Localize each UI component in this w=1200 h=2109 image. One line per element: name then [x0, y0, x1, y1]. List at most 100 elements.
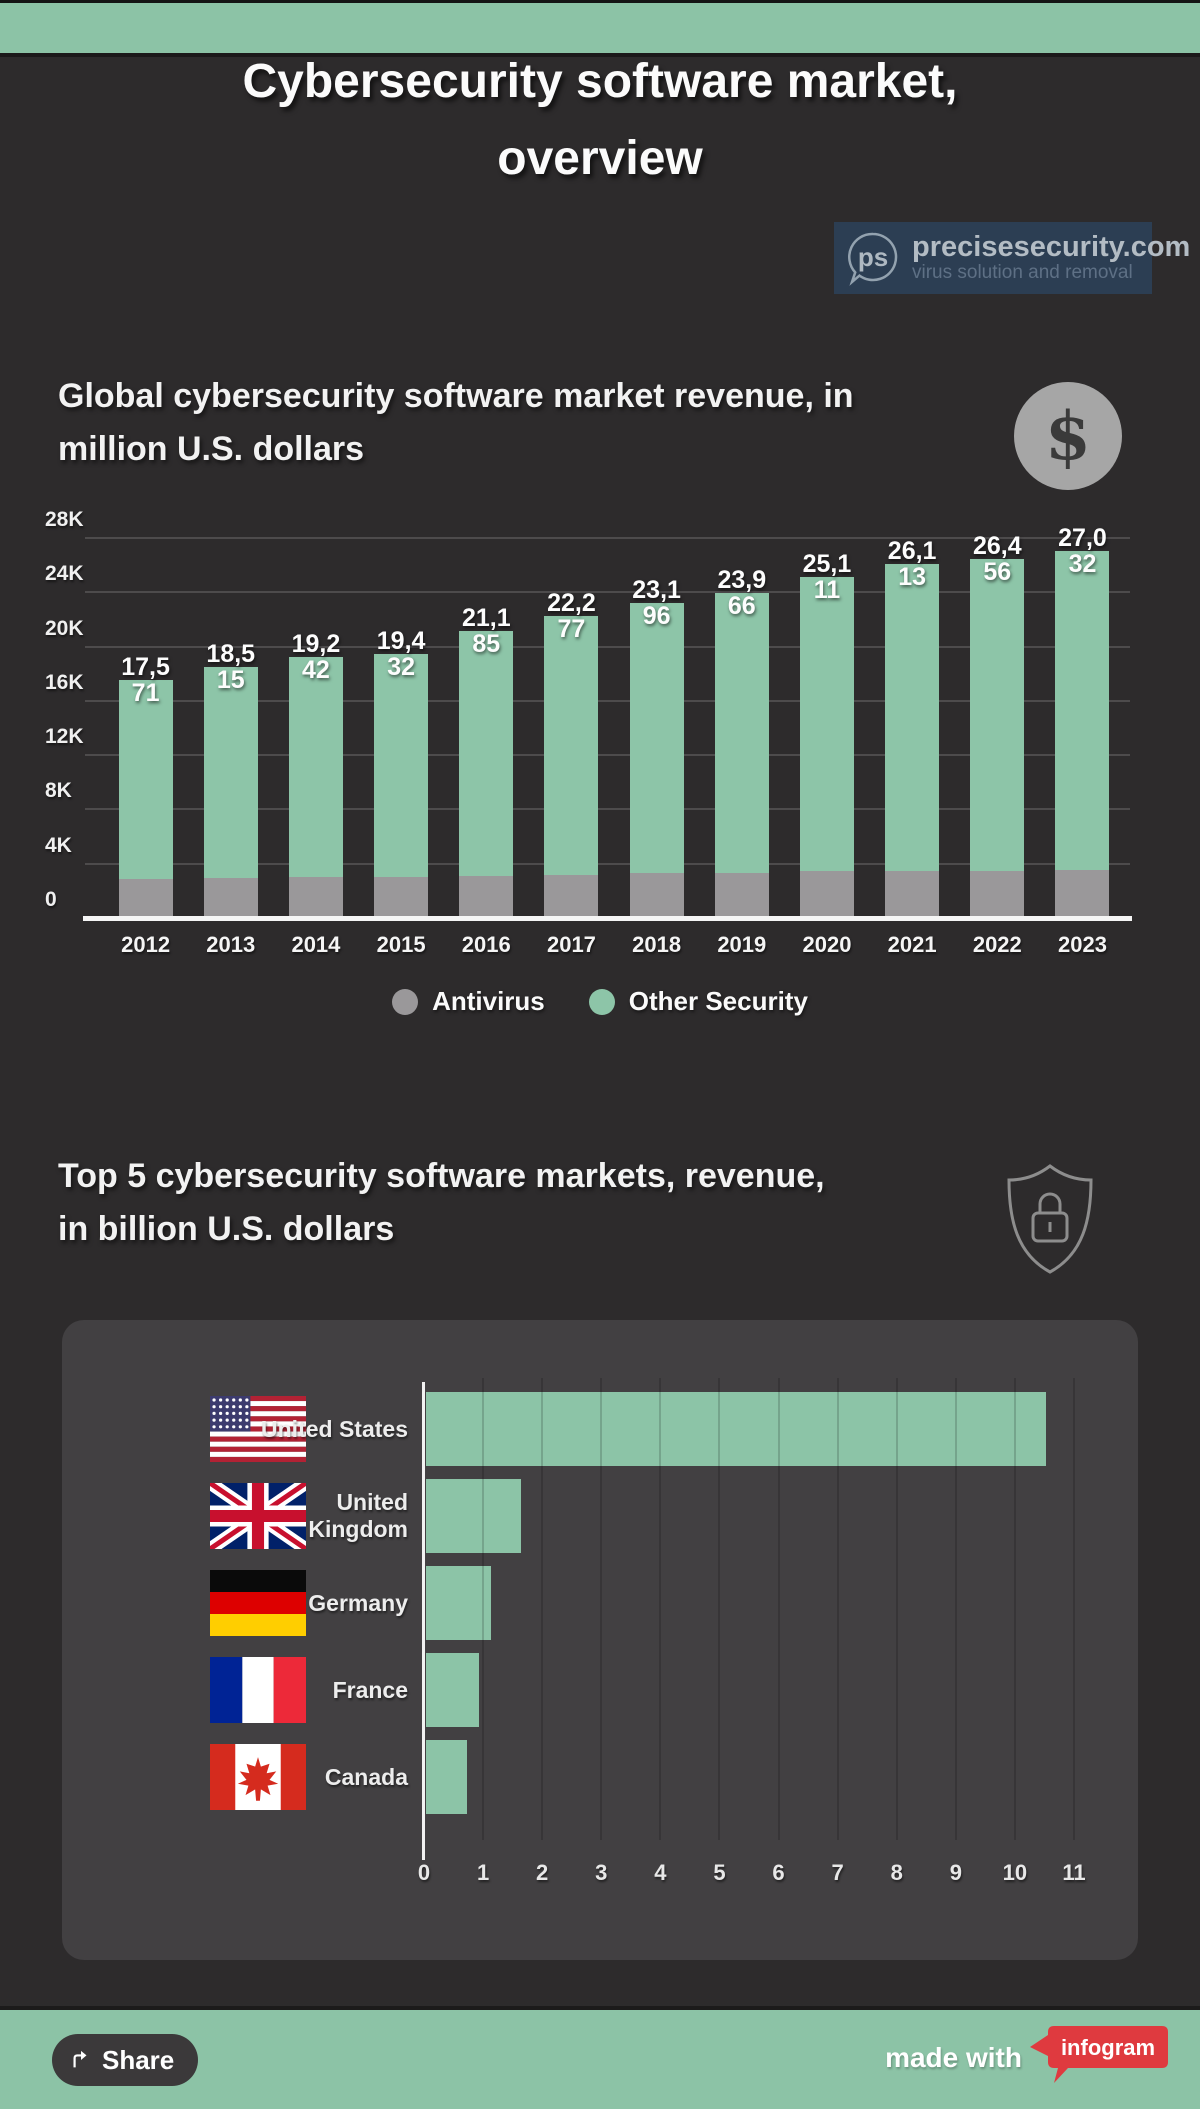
x-tick-label-7: 7: [831, 1860, 844, 1885]
stacked-bar-2016: [459, 630, 514, 918]
logo-tagline: virus solution and removal: [912, 262, 1133, 283]
x-tick-label-2023: 2023: [1058, 932, 1107, 957]
stacked-bar-2015: [374, 654, 429, 918]
de-flag-icon: [136, 1570, 306, 1636]
antivirus-segment: [203, 877, 258, 918]
gridline-24K: [85, 591, 1130, 594]
bar-column-2019: 23,9 66 2019: [699, 538, 784, 957]
shield-lock-icon: [1007, 1164, 1093, 1274]
antivirus-segment: [629, 873, 684, 918]
bar-column-2014: 19,2 42 2014: [273, 538, 358, 957]
other-security-segment: [714, 592, 769, 873]
other-security-segment: [799, 577, 854, 872]
v-gridline-6: [777, 1378, 780, 1840]
bar-column-2021: 26,1 13 2021: [870, 538, 955, 957]
legend-dot: [392, 988, 419, 1015]
stacked-bar-2017: [544, 615, 599, 918]
bar-value-label: 26,1 13: [887, 536, 937, 591]
gridline-16K: [85, 699, 1130, 702]
x-tick-label-2021: 2021: [887, 932, 937, 957]
bar-value-label: 21,1 85: [461, 603, 511, 658]
v-gridline-4: [659, 1378, 662, 1840]
antivirus-segment: [885, 870, 940, 918]
bar-column-2013: 18,5 15 2013: [188, 538, 273, 957]
antivirus-segment: [544, 874, 599, 918]
v-gridline-3: [600, 1378, 603, 1840]
x-tick-label-2017: 2017: [546, 932, 596, 957]
country-label: United Kingdom: [308, 1489, 408, 1542]
other-security-segment: [885, 563, 940, 871]
share-button[interactable]: Share: [52, 2034, 199, 2086]
gridline-8K: [85, 808, 1130, 811]
y-axis-line: [422, 1382, 425, 1860]
bar-value-label: 23,9 66: [717, 565, 767, 620]
ca-flag-icon: [136, 1744, 306, 1810]
footer-band: Share made with infogram: [0, 2006, 1200, 2109]
y-tick-label: 16K: [45, 670, 84, 694]
share-label: Share: [102, 2044, 175, 2075]
y-tick-label: 8K: [45, 779, 72, 803]
gridline-4K: [85, 862, 1130, 865]
gridline-20K: [85, 645, 1130, 648]
other-security-segment: [629, 603, 684, 874]
x-tick-label-3: 3: [595, 1860, 608, 1885]
legend-label: Antivirus: [432, 986, 545, 1016]
y-tick-label: 20K: [45, 616, 84, 640]
top-accent-band: [0, 0, 1200, 53]
antivirus-segment: [118, 878, 173, 918]
v-gridline-9: [954, 1378, 957, 1840]
x-tick-label-5: 5: [713, 1860, 726, 1885]
x-tick-label-1: 1: [476, 1860, 490, 1885]
us-flag-icon: [136, 1396, 306, 1462]
stacked-bar-2018: [629, 603, 684, 918]
share-icon: [73, 2050, 87, 2068]
page-title: Cybersecurity software market, overview: [242, 55, 958, 185]
country-rows: United States United Kingdom Germany France…: [62, 1392, 1138, 1827]
y-tick-label: 28K: [45, 508, 84, 531]
bar-value-label: 22,2 77: [547, 588, 596, 643]
bar-column-2018: 23,1 96 2018: [614, 538, 699, 957]
antivirus-segment: [970, 870, 1025, 918]
h-bar-canada: [426, 1740, 468, 1814]
v-gridline-2: [541, 1378, 544, 1840]
gridline-12K: [85, 754, 1130, 757]
stacked-bar-2020: [799, 577, 854, 918]
ps-monogram-icon: ps: [848, 232, 898, 286]
x-tick-label-2019: 2019: [717, 932, 767, 957]
bar-value-label: 26,4 56: [972, 531, 1022, 586]
x-axis-baseline: [83, 916, 1132, 921]
precisesecurity-logo[interactable]: ps precisesecurity.com virus solution an…: [834, 222, 1190, 294]
x-tick-label-2014: 2014: [291, 932, 341, 957]
other-security-segment: [203, 666, 258, 878]
legend-dot: [588, 988, 615, 1015]
infogram-badge[interactable]: infogram: [1020, 2020, 1172, 2084]
v-gridline-1: [482, 1378, 485, 1840]
y-tick-label: 24K: [45, 562, 84, 586]
bar-column-2012: 17,5 71 2012: [103, 538, 188, 957]
ps-monogram-text: ps: [858, 242, 888, 272]
bar-column-2017: 22,2 77 2017: [529, 538, 614, 957]
country-row-germany: Germany: [62, 1566, 1138, 1640]
x-tick-label-11: 11: [1062, 1860, 1086, 1885]
country-row-canada: Canada: [62, 1740, 1138, 1814]
bars-area: 17,5 71 2012 18,5 15 2013 19,2 42 2014 19,4 32 2015…: [103, 525, 1125, 957]
country-row-united-kingdom: United Kingdom: [62, 1477, 1138, 1555]
country-row-united-states: United States: [62, 1392, 1138, 1466]
bar-value-label: 25,1 11: [802, 550, 852, 605]
other-security-segment: [118, 679, 173, 879]
stacked-bar-2012: [118, 679, 173, 918]
antivirus-segment: [1055, 869, 1110, 918]
bar-value-label: 17,5 71: [121, 652, 170, 707]
other-security-segment: [544, 615, 599, 875]
antivirus-segment: [459, 875, 514, 918]
infogram-badge-label: infogram: [1061, 2035, 1155, 2060]
bar-column-2022: 26,4 56 2022: [955, 533, 1040, 957]
bar-value-label: 18,5 15: [206, 639, 256, 694]
bar-value-label: 19,4 32: [376, 627, 426, 682]
country-label: Germany: [308, 1589, 408, 1616]
x-tick-label-2012: 2012: [121, 932, 171, 957]
v-gridline-7: [836, 1378, 839, 1840]
x-tick-label-2020: 2020: [802, 932, 852, 957]
x-tick-label-9: 9: [949, 1860, 962, 1885]
other-security-segment: [288, 656, 343, 878]
